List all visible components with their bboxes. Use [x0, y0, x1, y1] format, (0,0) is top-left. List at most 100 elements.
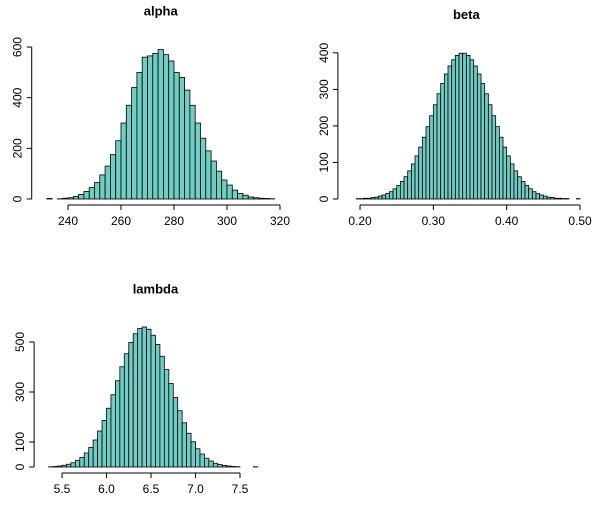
bar — [101, 420, 107, 468]
bar — [94, 182, 101, 200]
bar — [414, 155, 420, 200]
bar — [92, 439, 98, 468]
bar — [221, 465, 228, 468]
x-tick-label: 7.0 — [187, 482, 204, 496]
bar — [78, 194, 85, 200]
bar — [550, 197, 555, 200]
y-tick-label: 200 — [317, 116, 331, 136]
bar — [465, 55, 471, 200]
bar — [509, 163, 515, 200]
bar — [498, 136, 504, 200]
bar — [119, 366, 125, 468]
bar — [374, 196, 379, 200]
bar — [226, 465, 232, 468]
bar — [205, 150, 212, 200]
bar — [120, 122, 127, 200]
bar — [173, 71, 180, 200]
bar — [462, 52, 467, 200]
x-tick-label: 240 — [58, 214, 78, 228]
bar — [531, 191, 537, 200]
bar — [226, 184, 233, 200]
x-tick-label: 5.5 — [54, 482, 71, 496]
bar — [535, 193, 541, 200]
bar — [517, 176, 522, 200]
y-tick-label: 500 — [13, 332, 27, 352]
bar — [487, 104, 493, 200]
bar — [231, 189, 238, 200]
bar — [399, 181, 405, 200]
chart-title: alpha — [144, 4, 179, 19]
bar — [106, 407, 112, 468]
bar — [88, 447, 94, 468]
bar — [83, 452, 90, 468]
bar — [172, 397, 179, 468]
bar — [114, 380, 121, 468]
y-tick-label: 400 — [317, 43, 331, 63]
y-tick-label: 300 — [13, 382, 27, 402]
bar — [52, 466, 58, 468]
y-tick-label: 0 — [13, 463, 27, 470]
bar — [146, 328, 152, 468]
bar — [476, 73, 482, 200]
bar — [396, 185, 401, 200]
bar — [110, 394, 116, 468]
bar — [181, 422, 188, 468]
bar — [177, 410, 183, 468]
bar — [454, 55, 460, 200]
x-tick-label: 0.40 — [495, 214, 519, 228]
bar — [363, 197, 368, 200]
bar — [104, 165, 111, 200]
bar — [247, 196, 254, 200]
bar — [443, 73, 449, 200]
bar — [263, 198, 270, 200]
x-tick-label: 260 — [111, 214, 131, 228]
bar — [385, 193, 390, 200]
bar — [528, 188, 533, 200]
bar — [97, 430, 103, 468]
bar — [480, 83, 486, 200]
x-tick-label: 7.5 — [232, 482, 249, 496]
bar — [152, 52, 159, 200]
bar — [418, 146, 423, 200]
bar — [79, 457, 85, 468]
bar — [366, 197, 372, 200]
bar — [495, 126, 500, 200]
bar — [553, 197, 559, 200]
y-tick-label: 200 — [11, 138, 25, 158]
bar — [189, 104, 196, 200]
bar — [62, 197, 69, 200]
bar — [67, 197, 74, 200]
bar — [199, 453, 205, 468]
bar — [61, 464, 67, 468]
y-tick-label: 0 — [317, 195, 331, 202]
bar — [125, 104, 133, 200]
bar — [190, 441, 196, 468]
bar — [458, 52, 464, 200]
bar — [88, 187, 95, 200]
bar — [451, 59, 456, 200]
bar — [128, 342, 134, 468]
bar — [163, 369, 170, 468]
y-tick-label: 100 — [13, 432, 27, 452]
bar — [110, 154, 117, 200]
bar — [436, 93, 442, 200]
bar — [57, 465, 63, 468]
bar — [66, 463, 72, 468]
bar — [524, 185, 530, 200]
x-tick-label: 280 — [164, 214, 184, 228]
bar — [546, 196, 552, 200]
bar — [215, 170, 223, 200]
x-tick-label: 6.0 — [98, 482, 115, 496]
bar — [178, 77, 185, 200]
bar — [210, 160, 217, 200]
bar — [407, 170, 412, 200]
y-tick-label: 600 — [11, 37, 25, 57]
bar — [99, 174, 106, 200]
bar — [212, 462, 219, 468]
bar — [473, 65, 478, 200]
bar — [204, 457, 210, 468]
bar — [447, 65, 453, 200]
bar — [370, 197, 376, 200]
